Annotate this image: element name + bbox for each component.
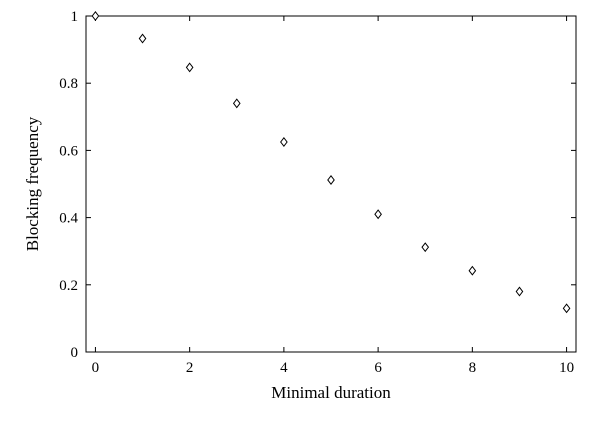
data-point [138,33,147,44]
y-tick-label: 1 [71,9,79,25]
data-point [327,174,335,185]
data-point [374,209,382,220]
x-tick-label: 2 [186,360,194,376]
x-tick-label: 0 [92,360,100,376]
data-point [421,242,430,253]
data-point [468,265,477,276]
y-axis-label: Blocking frequency [23,116,42,251]
x-tick-label: 10 [559,360,574,376]
data-point [562,303,571,314]
y-tick-label: 0 [71,345,79,361]
data-points [91,11,571,314]
axis-ticks [86,15,576,353]
data-point [91,11,100,21]
x-tick-label: 8 [469,360,477,376]
y-tick-label: 0.2 [59,278,78,294]
x-axis-label: Minimal duration [271,383,391,402]
x-tick-label: 6 [374,360,382,376]
y-tick-label: 0.8 [59,76,78,92]
y-tick-label: 0.4 [59,211,78,227]
y-tick-labels: 0 0.2 0.4 0.6 0.8 1 [59,9,78,361]
data-point [515,286,524,297]
data-point [232,98,241,109]
data-point [280,137,288,147]
plot-area-frame [85,15,577,353]
x-tick-label: 4 [280,360,288,376]
x-tick-labels: 0 2 4 6 8 10 [92,360,574,376]
data-point [185,62,194,73]
y-tick-label: 0.6 [59,143,78,159]
